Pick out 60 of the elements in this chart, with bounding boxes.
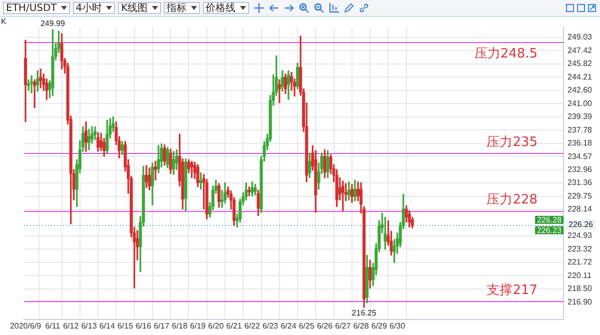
y-tick-label: 231.36 bbox=[568, 178, 593, 188]
text: 价格线 bbox=[206, 2, 236, 15]
y-tick-label: 223.32 bbox=[568, 244, 593, 254]
y-tick-label: 245.82 bbox=[568, 59, 593, 68]
x-tick-label: 6/13 bbox=[81, 321, 98, 330]
x-tick-label: 6/14 bbox=[99, 321, 116, 330]
text: ETH/USDT bbox=[6, 2, 57, 14]
text: K bbox=[1, 17, 7, 26]
ref-line-label: 压力235 bbox=[486, 134, 538, 150]
y-tick-label: 224.93 bbox=[568, 231, 593, 240]
candlestick bbox=[30, 75, 34, 94]
x-tick-label: 6/18 bbox=[172, 321, 188, 330]
ref-line-label: 压力228 bbox=[486, 192, 538, 208]
y-tick-label: 234.57 bbox=[568, 152, 593, 161]
candlestick bbox=[27, 79, 30, 91]
text: 指标 bbox=[166, 2, 187, 15]
y-tick-label: 232.96 bbox=[568, 165, 593, 174]
x-tick-label: 6/24 bbox=[280, 321, 297, 330]
x-tick-label: 6/17 bbox=[154, 321, 170, 330]
ref-line-label: 压力248.5 bbox=[474, 46, 538, 62]
annotation: 226.23 bbox=[537, 226, 562, 235]
y-tick-label: 247.42 bbox=[568, 46, 593, 55]
x-tick-label: 6/21 bbox=[226, 321, 242, 330]
y-tick-label: 220.11 bbox=[568, 270, 592, 280]
y-tick-label: 244.21 bbox=[568, 72, 593, 82]
x-tick-label: 6/16 bbox=[136, 321, 152, 330]
x-tick-label: 6/20 bbox=[208, 321, 224, 330]
annotation: 216.25 bbox=[352, 308, 377, 318]
annotation: 249.99 bbox=[40, 18, 66, 28]
x-tick-label: 6/22 bbox=[244, 321, 261, 330]
y-tick-label: 237.78 bbox=[568, 125, 593, 134]
y-tick-label: 241.00 bbox=[568, 98, 593, 108]
x-tick-label: 2020/6/9 bbox=[10, 321, 42, 330]
y-tick-label: 236.18 bbox=[568, 138, 593, 148]
x-tick-label: 6/28 bbox=[353, 321, 370, 330]
y-tick-label: 249.03 bbox=[568, 32, 593, 42]
ref-line-label: 226.26 bbox=[568, 220, 594, 230]
text: K线图 bbox=[121, 2, 148, 15]
y-tick-label: 218.50 bbox=[568, 284, 593, 294]
candlestick bbox=[33, 79, 36, 108]
x-tick-label: 6/27 bbox=[335, 321, 352, 330]
y-tick-label: 239.39 bbox=[568, 112, 593, 122]
y-tick-label: 228.14 bbox=[568, 204, 593, 214]
x-tick-label: 6/25 bbox=[298, 321, 315, 330]
y-tick-label: 221.72 bbox=[568, 258, 593, 267]
text: 4小时 bbox=[76, 2, 102, 15]
ref-line-label: 支撑217 bbox=[486, 283, 538, 298]
x-tick-label: 6/12 bbox=[63, 321, 80, 330]
y-tick-label: 216.90 bbox=[568, 297, 593, 306]
x-tick-label: 6/15 bbox=[117, 321, 134, 330]
x-tick-label: 6/29 bbox=[371, 321, 388, 330]
x-tick-label: 6/11 bbox=[45, 321, 61, 330]
y-tick-label: 242.60 bbox=[568, 86, 593, 95]
x-tick-label: 6/26 bbox=[316, 321, 334, 330]
annotation: 226.28 bbox=[537, 216, 562, 225]
candlestick bbox=[154, 160, 158, 181]
x-tick-label: 6/30 bbox=[390, 321, 406, 330]
y-tick-label: 229.75 bbox=[568, 191, 593, 200]
x-tick-label: 6/19 bbox=[190, 321, 206, 330]
x-tick-label: 6/23 bbox=[262, 321, 279, 330]
